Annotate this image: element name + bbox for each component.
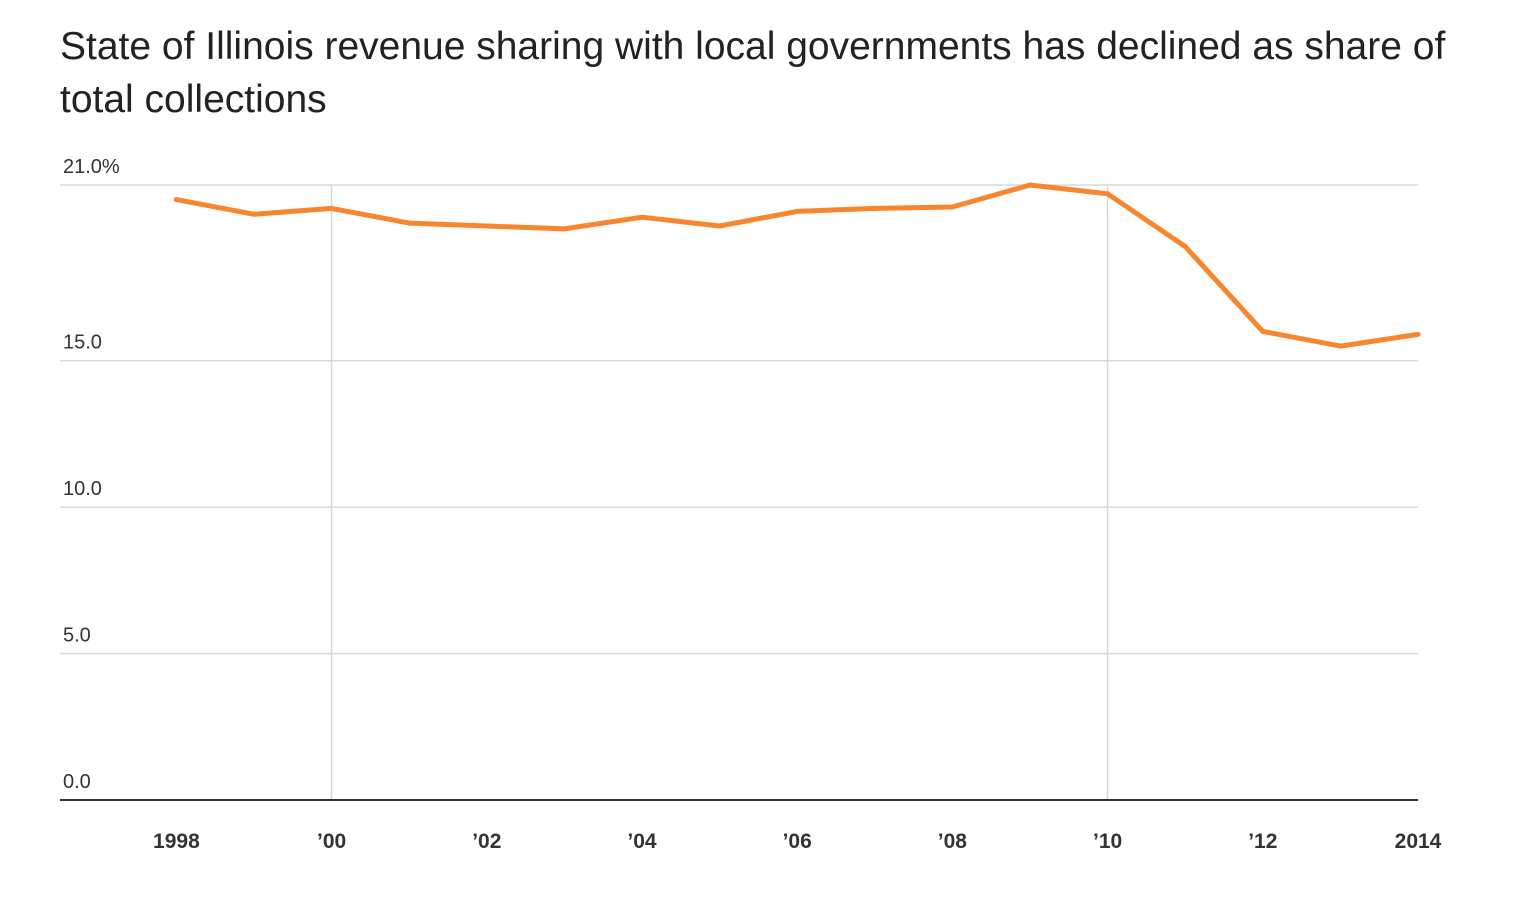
data-point	[484, 223, 490, 229]
data-point	[251, 211, 257, 217]
data-point	[949, 204, 955, 210]
data-point	[173, 197, 179, 203]
x-tick-label: 1998	[153, 830, 200, 853]
data-point	[1260, 328, 1266, 334]
data-point	[794, 208, 800, 214]
x-tick-label: ’04	[627, 830, 657, 853]
chart-title: State of Illinois revenue sharing with l…	[60, 25, 1446, 121]
data-point	[406, 220, 412, 226]
data-point	[1337, 343, 1343, 349]
x-tick-label: ’10	[1093, 830, 1122, 853]
data-point	[561, 226, 567, 232]
y-axis-labels: 21.0% 15.0 10.0 5.0 0.0	[63, 156, 120, 793]
x-tick-label: 2014	[1395, 830, 1442, 853]
data-point	[329, 205, 335, 211]
x-tick-label: ’08	[938, 830, 968, 853]
x-tick-label: ’12	[1248, 830, 1277, 853]
data-point	[717, 223, 723, 229]
x-tick-label: ’06	[783, 830, 812, 853]
data-point	[1182, 244, 1188, 249]
y-tick-label: 5.0	[63, 625, 91, 647]
data-point	[1105, 191, 1111, 197]
data-point	[872, 205, 878, 211]
series-layer	[173, 182, 1421, 349]
y-tick-label: 10.0	[63, 478, 102, 500]
gridlines	[60, 184, 1418, 800]
y-tick-label: 0.0	[63, 771, 91, 793]
data-point	[1415, 331, 1421, 337]
data-point	[639, 214, 645, 220]
data-point	[1027, 182, 1033, 188]
y-tick-label: 15.0	[63, 332, 102, 354]
x-tick-label: ’00	[317, 830, 346, 853]
x-tick-label: ’02	[472, 830, 501, 853]
x-axis-labels: 1998 ’00 ’02 ’04 ’06 ’08 ’10 ’12 2014	[153, 830, 1442, 853]
y-tick-label: 21.0%	[63, 156, 120, 178]
